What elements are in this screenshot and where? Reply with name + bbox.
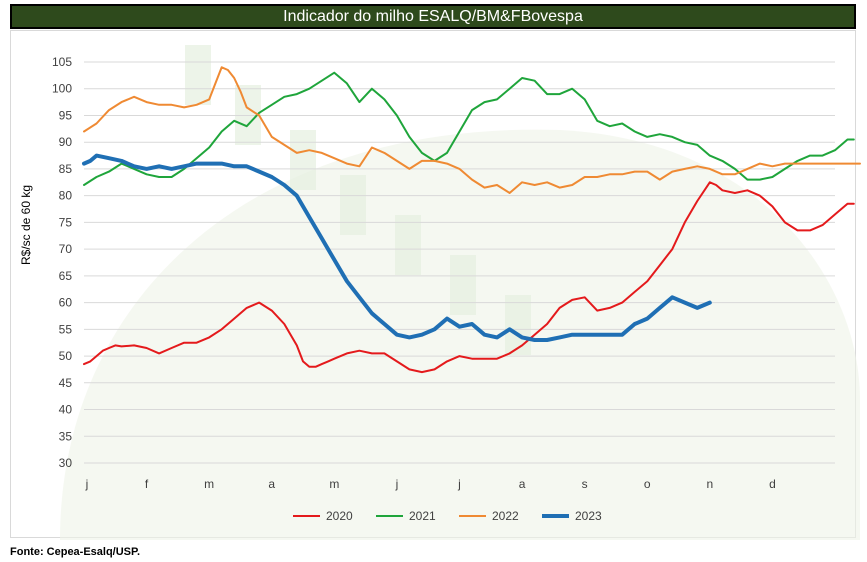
y-tick-label: 80 [59,189,73,203]
x-tick-label: m [204,477,214,491]
watermark-block [290,130,316,190]
y-tick-label: 105 [52,55,72,69]
series-lines [82,66,861,374]
source-note: Fonte: Cepea-Esalq/USP. [10,546,140,558]
legend-label-2021: 2021 [409,509,436,523]
watermark-block [505,295,531,355]
legend: 2020 2021 2022 2023 [293,509,602,523]
x-tick-label: a [268,477,275,491]
watermark-block [395,215,421,275]
y-tick-label: 70 [59,242,73,256]
x-tick-label: j [395,477,399,491]
x-tick-label: n [706,477,713,491]
y-tick-label: 45 [59,376,73,390]
series-line-2021 [83,71,855,186]
y-tick-label: 75 [59,215,73,229]
x-tick-label: s [582,477,588,491]
y-tick-label: 100 [52,82,72,96]
series-line-2020 [83,181,855,374]
series-line-2022 [83,66,861,194]
y-tick-label: 65 [59,269,73,283]
x-tick-label: f [145,477,149,491]
x-tick-label: m [329,477,339,491]
legend-label-2023: 2023 [575,509,602,523]
x-tick-label: d [769,477,776,491]
y-tick-label: 50 [59,349,73,363]
background-watermark [60,45,860,540]
y-axis-ticks: 30 35 40 45 50 55 60 65 70 75 80 85 90 95 100 105 [52,55,72,470]
grid [84,61,835,464]
legend-label-2020: 2020 [326,509,353,523]
y-axis-label: R$/sc de 60 kg [19,185,33,265]
watermark-block [340,175,366,235]
x-tick-label: j [85,477,89,491]
y-tick-label: 40 [59,403,73,417]
series-line-2023 [82,153,712,342]
x-tick-label: a [519,477,526,491]
chart-title: Indicador do milho ESALQ/BM&FBovespa [10,4,856,29]
y-tick-label: 35 [59,429,73,443]
watermark-shape [60,129,860,540]
x-tick-label: o [644,477,651,491]
y-tick-label: 30 [59,456,73,470]
y-tick-label: 60 [59,296,73,310]
y-tick-label: 85 [59,162,73,176]
watermark-block [450,255,476,315]
y-tick-label: 90 [59,135,73,149]
x-tick-label: j [457,477,461,491]
y-tick-label: 95 [59,108,73,122]
watermark-block [185,45,211,105]
legend-label-2022: 2022 [492,509,519,523]
y-tick-label: 55 [59,322,73,336]
